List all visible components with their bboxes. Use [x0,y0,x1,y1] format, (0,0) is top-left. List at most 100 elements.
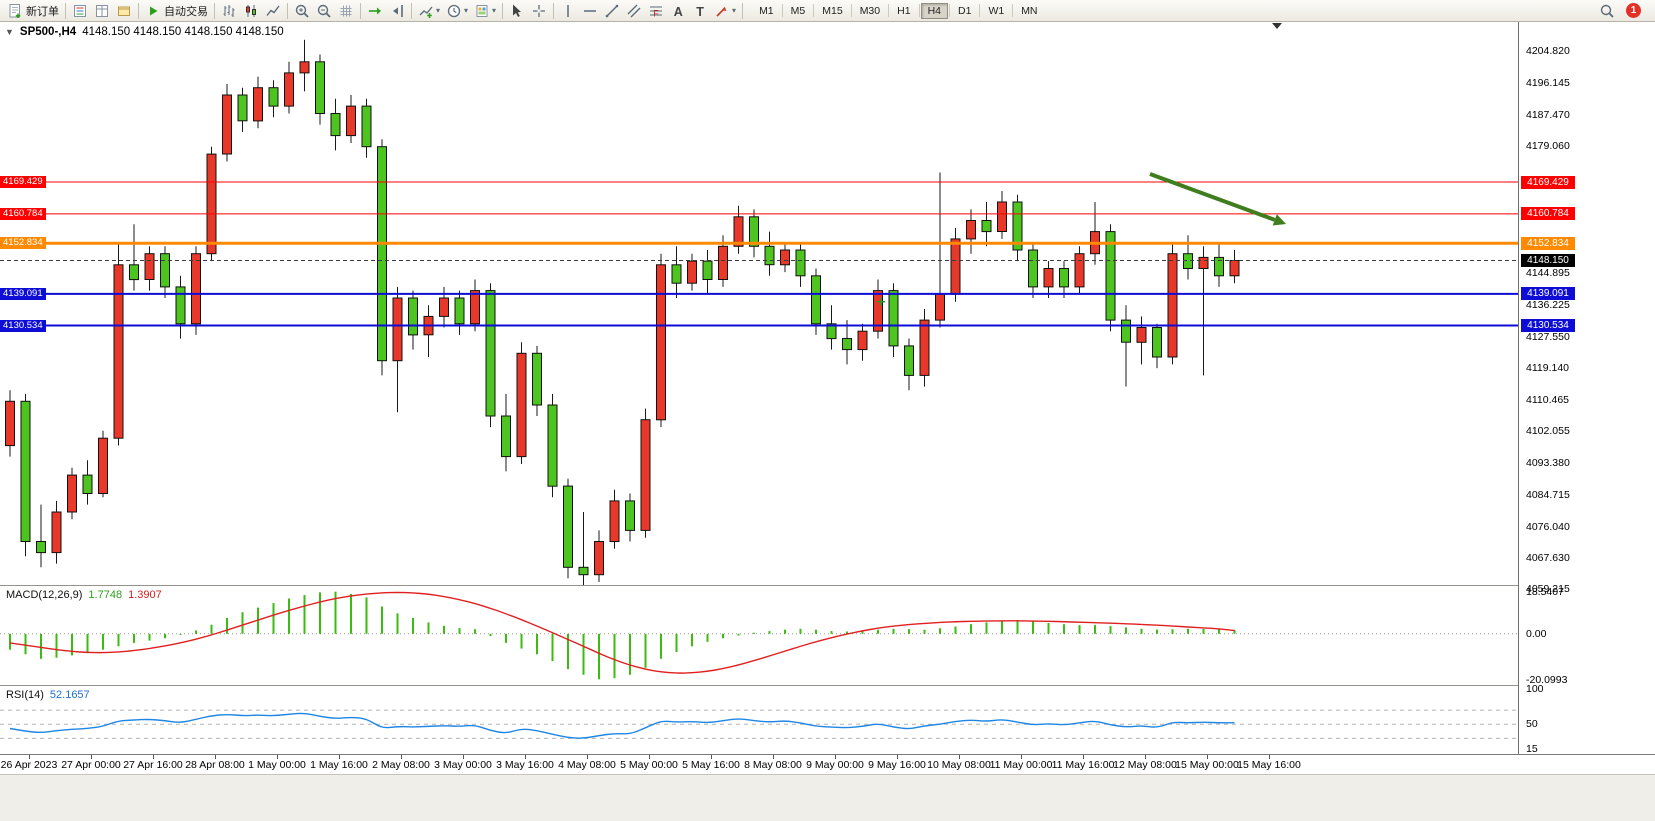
auto-scroll-button[interactable] [364,1,386,21]
autotrading-button[interactable]: 自动交易 [142,1,211,21]
dropdown-caret-icon: ▾ [464,6,469,15]
zoom-out-button[interactable] [313,1,335,21]
timeframe-button-h1[interactable]: H1 [890,3,917,19]
timeframe-separator [1012,4,1014,17]
toolbar-right-group: 1 [1596,1,1651,21]
equidistant-channel-button[interactable] [623,1,645,21]
price-level-left-badge: 4152.834 [0,237,46,250]
price-axis-label: 4187.470 [1526,109,1570,122]
data-window-button[interactable] [91,1,113,21]
toolbar: 新订单 自动交易 ▾ ▾ ▾ F A T [0,0,1655,22]
time-axis-tick [959,755,960,759]
toolbar-separator [138,2,139,19]
bar-chart-button[interactable] [218,1,240,21]
rsi-chart[interactable] [0,686,1518,754]
trendline-icon [605,4,619,17]
pane-divider[interactable] [0,685,1655,686]
svg-text:A: A [674,4,683,18]
notification-badge[interactable]: 1 [1626,3,1641,18]
svg-text:F: F [653,8,659,18]
price-level-left-badge: 4139.091 [0,287,46,300]
time-axis-label: 11 May 16:00 [1051,759,1115,771]
time-axis-label: 10 May 08:00 [927,759,991,771]
grid-button[interactable] [335,1,357,21]
auto-scroll-icon [369,7,381,14]
timeframe-button-m15[interactable]: M15 [815,3,849,19]
time-axis-label: 8 May 08:00 [744,759,802,771]
periods-button[interactable]: ▾ [443,1,471,21]
new-order-button[interactable]: 新订单 [4,1,62,21]
rsi-pane[interactable] [0,686,1518,754]
chart-header: ▼ SP500-,H4 4148.150 4148.150 4148.150 4… [5,26,284,38]
rsi-axis-label: 15 [1526,743,1538,756]
macd-signal-line [9,591,1235,674]
time-axis-tick [1145,755,1146,759]
main-chart-pane[interactable] [0,22,1518,585]
time-axis-label: 1 May 16:00 [310,759,368,771]
candlestick-chart[interactable] [0,22,1518,585]
time-axis-tick [897,755,898,759]
time-axis-tick [525,755,526,759]
trend-arrow-head [1272,214,1286,226]
vertical-line-button[interactable] [557,1,579,21]
search-button[interactable] [1596,1,1618,21]
text-label-button[interactable]: T [689,1,711,21]
toolbar-separator [65,2,66,19]
horizontal-line-button[interactable] [579,1,601,21]
timeframe-button-m1[interactable]: M1 [752,3,781,19]
text-label-icon: T [696,4,704,18]
price-axis-label: 4127.550 [1526,330,1570,343]
price-axis-label: 4204.820 [1526,45,1570,58]
candlestick-chart-button[interactable] [240,1,262,21]
time-axis-tick [1207,755,1208,759]
trend-arrow [1149,172,1276,222]
line-chart-button[interactable] [262,1,284,21]
timeframe-button-d1[interactable]: D1 [951,3,978,19]
timeframe-separator [813,4,815,17]
cursor-button[interactable] [506,1,528,21]
templates-icon [476,4,488,17]
macd-chart[interactable] [0,586,1518,685]
chart-shift-button[interactable] [386,1,408,21]
time-axis-label: 15 May 16:00 [1237,759,1301,771]
timeframe-button-m5[interactable]: M5 [784,3,813,19]
time-axis-label: 11 May 00:00 [989,759,1053,771]
time-axis-label: 1 May 00:00 [248,759,306,771]
price-axis[interactable]: 4204.820 4196.145 4187.470 4179.060 4144.895… [1518,22,1655,756]
trendline-button[interactable] [601,1,623,21]
price-axis-label: 4179.060 [1526,140,1570,153]
collapse-arrow-icon[interactable]: ▼ [5,27,14,37]
time-axis-label: 26 Apr 2023 [0,759,58,771]
price-level-badge: 4160.784 [1521,207,1575,221]
time-axis-tick [649,755,650,759]
arrows-button[interactable]: ▾ [711,1,739,21]
bottom-strip [0,774,1655,821]
price-axis-label: 4119.140 [1526,361,1570,374]
price-axis-label: 4067.630 [1526,551,1570,564]
market-watch-button[interactable] [69,1,91,21]
timeframe-button-h4[interactable]: H4 [920,2,948,19]
timeframe-button-w1[interactable]: W1 [981,3,1011,19]
toolbar-separator [287,2,288,19]
indicators-button[interactable]: ▾ [415,1,443,21]
crosshair-button[interactable] [528,1,550,21]
time-axis-tick [29,755,30,759]
time-axis-tick [773,755,774,759]
templates-button[interactable]: ▾ [471,1,499,21]
price-axis-label: 4102.055 [1526,424,1570,437]
timeframe-button-m30[interactable]: M30 [853,3,887,19]
data-window-icon [96,4,108,17]
macd-pane[interactable] [0,586,1518,685]
fibonacci-button[interactable]: F [645,1,667,21]
macd-title: MACD(12,26,9) [6,589,83,601]
navigator-button[interactable] [113,1,135,21]
zoom-in-button[interactable] [291,1,313,21]
price-axis-label: 4059.215 [1526,582,1570,595]
pane-divider[interactable] [0,585,1655,586]
timeframe-button-mn[interactable]: MN [1014,3,1044,19]
price-level-badge: 4139.091 [1521,287,1575,301]
price-level-badge: 4130.534 [1521,319,1575,332]
price-axis-label: 4076.040 [1526,520,1570,533]
text-button[interactable]: A [667,1,689,21]
time-axis[interactable]: 26 Apr 2023 27 Apr 00:00 27 Apr 16:00 28 Ap… [0,754,1655,774]
